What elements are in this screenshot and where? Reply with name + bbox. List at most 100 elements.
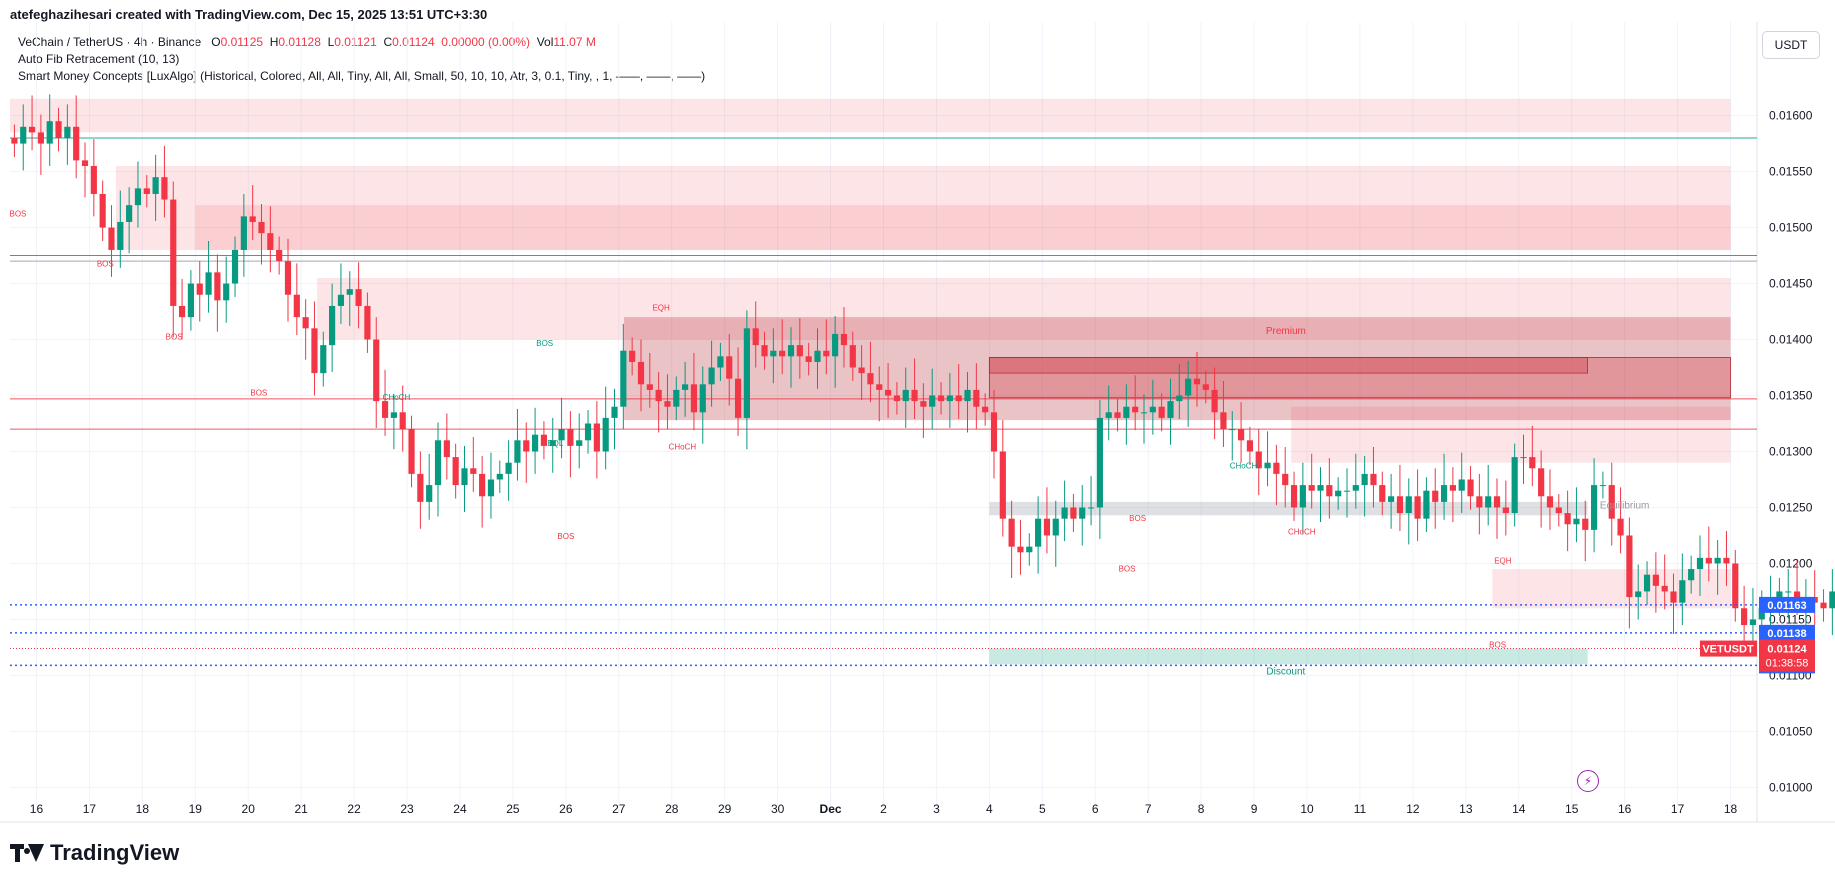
candle-body [117,221,124,250]
y-tick-label: 0.01400 [1769,333,1813,347]
candle-body [1449,485,1456,491]
candle-body [814,350,821,362]
y-tick-label: 0.01500 [1769,221,1813,235]
candle-body [1785,591,1792,593]
candle-body [223,283,230,301]
symbol-legend-row[interactable]: VeChain / TetherUS · 4h · Binance O 0.011… [18,34,705,51]
candle-body [320,345,327,374]
price-label: 0.01163 [1767,600,1806,612]
candle-body [549,440,556,446]
candle-body [1343,490,1351,492]
x-tick-label: 13 [1459,802,1473,816]
volume-value: 11.07 M [553,35,596,49]
price-label: 0.01138 [1767,628,1806,640]
candle-body [461,468,468,486]
candle-body [1308,485,1315,491]
candle-body [964,389,971,402]
candle-body [1379,485,1386,502]
candle-body [329,305,336,346]
ohlc-low: 0.01121 [334,35,377,49]
x-tick-label: 18 [136,802,150,816]
candle-body [1440,485,1448,502]
x-tick-label: 26 [559,802,573,816]
candle-body [1237,429,1245,441]
candle-body [1626,535,1633,598]
zone-supply [195,205,1731,250]
indicator-smc[interactable]: Smart Money Concepts [LuxAlgo] (Historic… [18,69,706,83]
y-tick-label: 0.01550 [1769,165,1813,179]
candle-body [514,440,521,463]
ohlc-low-key: L [327,35,335,49]
candle-body [1405,496,1412,514]
candle-body [293,294,300,318]
candle-body [1123,406,1130,418]
chart-legend: VeChain / TetherUS · 4h · Binance O 0.011… [18,34,705,85]
candle-body [1414,496,1421,519]
candle-body [1705,557,1712,564]
candle-body [1485,496,1492,508]
y-tick-label: 0.01050 [1769,724,1813,738]
candle-body [523,440,530,452]
candle-body [1026,546,1033,553]
structure-label: BOS [1489,640,1506,649]
x-tick-label: 15 [1565,802,1579,816]
candle-body [302,317,309,329]
candle-body [840,333,848,346]
candle-body [249,216,256,222]
candle-body [1017,546,1024,553]
x-tick-label: 7 [1145,802,1152,816]
candle-body [1546,496,1554,508]
structure-label: BOS [1119,564,1136,573]
zone-supply [317,277,1731,340]
last-price-label: 0.01124 [1767,644,1807,656]
zone-supply [115,165,1731,250]
candle-body [196,283,203,295]
candle-body [1396,496,1404,514]
volume-key: Vol [536,35,554,49]
candle-body [1087,507,1095,509]
candle-body [1052,518,1059,536]
candle-body [743,328,750,418]
zone-supply [10,98,1731,133]
candle-body [982,406,989,413]
x-tick-label: 8 [1198,802,1205,816]
symbol-title[interactable]: VeChain / TetherUS · 4h · Binance [18,35,202,49]
candle-body [787,345,795,357]
candle-body [1590,485,1598,530]
candle-body [1220,412,1227,430]
x-tick-label: 28 [665,802,679,816]
structure-label: CHoCH [383,393,411,402]
candle-body [390,412,397,418]
ohlc-open-key: O [211,35,221,49]
zone-supply [1492,569,1731,609]
candle-body [1352,485,1359,491]
candle-body [1370,473,1377,486]
candle-body [673,389,680,407]
candle-body [1758,608,1765,620]
x-tick-label: 18 [1724,802,1738,816]
candle-body [1679,580,1686,603]
candle-body [258,221,265,234]
candle-body [267,233,274,250]
candle-body [858,367,865,374]
x-tick-label: 24 [453,802,467,816]
candle-body [1317,485,1324,491]
x-tick-label: 2 [880,802,887,816]
candle-body [602,417,609,452]
candle-body [823,350,830,357]
x-tick-label: 5 [1039,802,1046,816]
y-tick-label: 0.01200 [1769,556,1813,570]
currency-button[interactable]: USDT [1762,31,1820,59]
symbol-tag: VETUSDT [1702,644,1754,656]
candle-body [1529,457,1536,469]
candle-body [1193,378,1201,385]
candle-body [646,384,653,390]
candle-body [187,283,195,318]
candle-body [73,126,80,161]
x-tick-label: 14 [1512,802,1526,816]
indicator-fib[interactable]: Auto Fib Retracement (10, 13) [18,52,180,66]
x-tick-label: 11 [1354,802,1367,816]
lightning-icon[interactable]: ⚡ [1577,770,1599,792]
x-tick-label: 6 [1092,802,1099,816]
